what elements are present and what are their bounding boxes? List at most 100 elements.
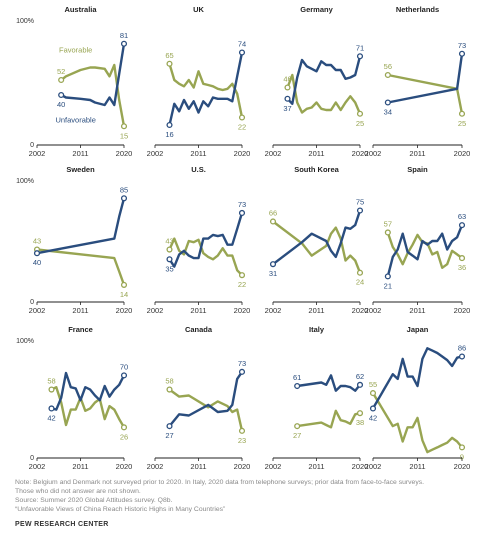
favorable-end-marker: [458, 255, 466, 262]
unfavorable-end-label: 63: [458, 212, 466, 221]
unfavorable-end-marker: [356, 381, 364, 388]
x-tick-label: 2020: [352, 149, 369, 158]
chart-title: South Korea: [294, 165, 339, 174]
favorable-start-label: 58: [165, 377, 173, 386]
x-tick-label: 2011: [72, 306, 88, 315]
favorable-start-label: 27: [293, 431, 301, 440]
favorable-end-label: 25: [458, 119, 466, 128]
x-tick-label: 2020: [454, 306, 471, 315]
y-axis-top-label: 100%: [16, 18, 34, 25]
x-tick-label: 2002: [365, 149, 382, 158]
favorable-series-line: [371, 391, 464, 454]
chart-panel: U.S. 2002 2011 2020 43 22 35 73: [147, 165, 251, 315]
unfavorable-end-label: 73: [238, 200, 246, 209]
favorable-start-marker: [284, 84, 291, 91]
favorable-start-label: 55: [369, 380, 377, 389]
unfavorable-series-line: [286, 55, 362, 106]
x-tick-label: 2011: [72, 462, 88, 471]
x-tick-label: 2011: [409, 462, 425, 471]
x-tick-label: 2002: [265, 462, 282, 471]
favorable-series-line: [35, 248, 126, 287]
x-tick-label: 2011: [190, 306, 206, 315]
favorable-start-marker: [384, 71, 391, 79]
favorable-series-line: [168, 62, 244, 119]
x-tick-label: 2011: [72, 149, 88, 158]
unfavorable-start-marker: [384, 99, 391, 106]
unfavorable-start-label: 16: [165, 130, 173, 139]
unfavorable-end-label: 73: [458, 41, 466, 50]
x-tick-label: 2011: [190, 462, 206, 471]
x-tick-label: 2020: [234, 306, 251, 315]
notes: Note: Belgium and Denmark not surveyed p…: [15, 478, 485, 514]
favorable-end-label: 38: [356, 418, 364, 427]
favorable-end-marker: [356, 110, 364, 117]
favorable-end-label: 36: [458, 263, 466, 272]
unfavorable-end-label: 71: [356, 43, 364, 52]
x-tick-label: 2020: [234, 462, 251, 471]
unfavorable-start-label: 34: [384, 108, 392, 117]
chart-panel: Italy 2002 2011 2020 27 38 61 62: [265, 325, 369, 471]
favorable-end-label: 24: [356, 278, 364, 287]
favorable-start-label: 65: [165, 51, 173, 60]
favorable-end-marker: [120, 123, 128, 130]
unfavorable-end-label: 62: [356, 372, 364, 381]
unfavorable-end-marker: [458, 222, 466, 229]
chart-title: Italy: [309, 325, 325, 334]
favorable-end-label: 26: [120, 432, 128, 441]
chart-title: Netherlands: [396, 5, 439, 14]
unfavorable-start-marker: [48, 405, 55, 412]
y-axis-bottom-label: 0: [30, 142, 34, 149]
x-tick-label: 2002: [147, 149, 164, 158]
x-tick-label: 2011: [308, 306, 324, 315]
unfavorable-start-label: 27: [165, 431, 173, 440]
x-tick-label: 2020: [116, 462, 133, 471]
chart-title: Japan: [407, 325, 429, 334]
favorable-series-line: [168, 388, 244, 433]
unfavorable-series-line: [296, 374, 362, 392]
unfavorable-start-label: 21: [384, 281, 392, 290]
x-tick-label: 2002: [29, 306, 46, 315]
y-axis-top-label: 100%: [16, 178, 34, 185]
chart-panel: Spain 2002 2011 2020 57 36 21 63: [365, 165, 471, 315]
unfavorable-series-line: [271, 209, 362, 266]
unfavorable-end-marker: [238, 368, 246, 375]
unfavorable-start-marker: [294, 382, 301, 390]
favorable-end-marker: [458, 444, 466, 451]
unfavorable-end-label: 74: [238, 40, 246, 49]
unfavorable-end-marker: [238, 209, 246, 216]
y-axis-bottom-label: 0: [30, 299, 34, 306]
x-tick-label: 2020: [352, 306, 369, 315]
favorable-start-label: 43: [33, 237, 41, 246]
chart-title: Australia: [64, 5, 97, 14]
chart-panel: Canada 2002 2011 2020 58 23 27 73: [147, 325, 251, 471]
unfavorable-end-label: 81: [120, 31, 128, 40]
unfavorable-start-marker: [369, 405, 377, 412]
favorable-series-line: [286, 73, 362, 116]
x-tick-label: 2002: [265, 306, 282, 315]
chart-title: Germany: [300, 5, 333, 14]
favorable-end-label: 23: [238, 436, 246, 445]
chart-panel: UK 2002 2011 2020 65 22 16 74: [147, 5, 251, 158]
unfavorable-series-label: Unfavorable: [55, 116, 95, 125]
x-tick-label: 2002: [265, 149, 282, 158]
y-axis-bottom-label: 0: [30, 455, 34, 462]
favorable-start-marker: [166, 246, 173, 253]
favorable-start-label: 43: [165, 237, 173, 246]
favorable-end-label: 9: [460, 452, 464, 461]
favorable-start-marker: [384, 229, 391, 236]
unfavorable-series-line: [371, 347, 464, 410]
x-tick-label: 2011: [190, 149, 206, 158]
favorable-series-line: [50, 386, 126, 429]
unfavorable-series-line: [386, 52, 464, 104]
favorable-end-marker: [356, 269, 364, 276]
unfavorable-series-line: [168, 51, 244, 127]
note-line: Those who did not answer are not shown.: [15, 488, 141, 495]
unfavorable-end-marker: [238, 49, 246, 56]
favorable-start-marker: [48, 386, 55, 393]
favorable-series-line: [271, 220, 362, 274]
chart-title: U.S.: [191, 165, 206, 174]
favorable-end-marker: [238, 272, 246, 279]
chart-panel: Netherlands 2002 2011 2020 56 25 34 73: [365, 5, 471, 158]
unfavorable-start-marker: [166, 256, 173, 263]
unfavorable-end-marker: [356, 53, 364, 60]
